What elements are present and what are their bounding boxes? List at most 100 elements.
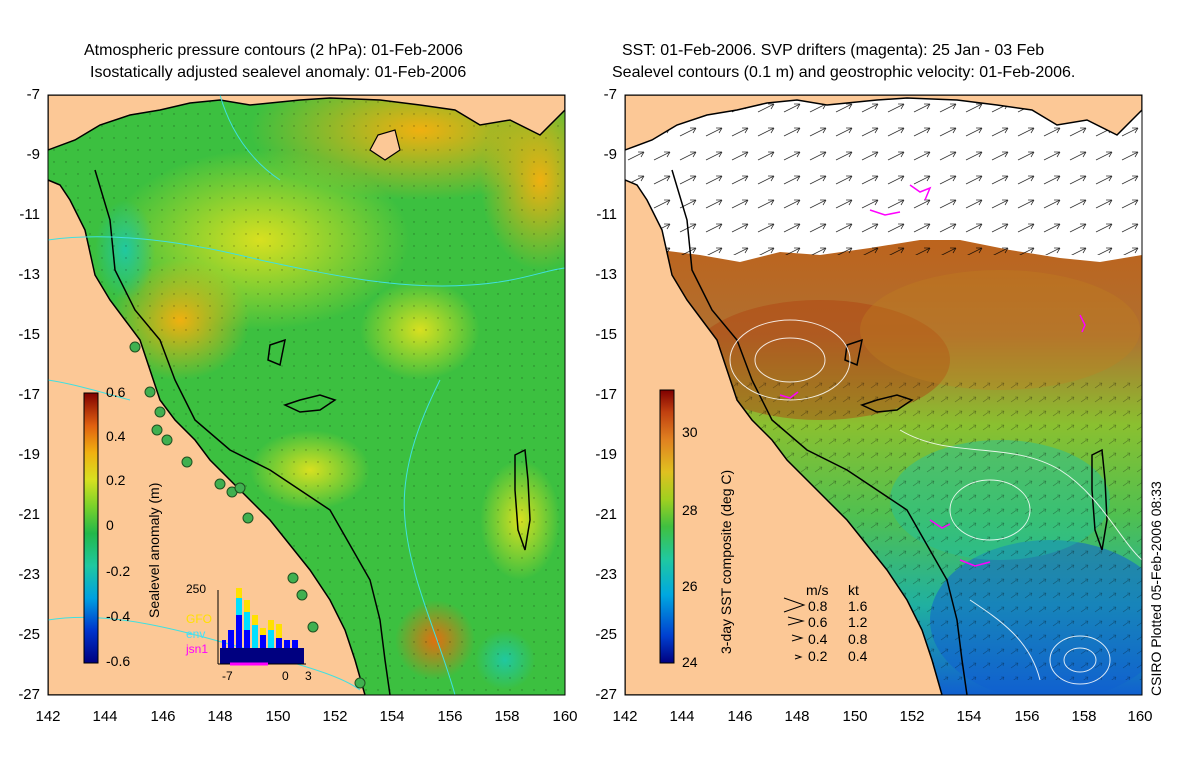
left-colorbar-tick: 0	[106, 517, 114, 533]
left-ytick: -7	[26, 86, 40, 103]
gauge-dot	[129, 341, 141, 353]
left-ytick: -23	[18, 566, 40, 583]
left-colorbar-label: Sealevel anomaly (m)	[146, 482, 162, 618]
velocity-legend-arrow	[791, 634, 804, 642]
gauge-dot	[151, 424, 163, 436]
velocity-legend-ms: 0.6	[808, 614, 828, 630]
sealevel-contour	[754, 337, 826, 383]
left-xtick: 142	[35, 708, 61, 725]
island-reef-east-right	[1091, 448, 1108, 551]
shelf-contour	[94, 169, 391, 695]
left-xtick: 144	[92, 708, 118, 725]
sealevel-contour	[969, 599, 1041, 681]
drifter-track	[1079, 314, 1086, 333]
right-map	[625, 95, 1142, 695]
hist-bar	[252, 625, 258, 648]
island-3	[369, 129, 401, 161]
right-ytick: -11	[596, 206, 617, 223]
gauge-dot	[144, 386, 156, 398]
hist-x-tick: 0	[282, 669, 289, 683]
left-xtick: 146	[150, 708, 176, 725]
left-ytick: -27	[18, 686, 40, 703]
sealevel-contour	[729, 319, 851, 401]
left-ytick: -11	[19, 206, 40, 223]
right-ytick: -27	[595, 686, 617, 703]
sealevel-contour	[899, 429, 1142, 561]
drifter-track	[959, 559, 991, 567]
hist-bar	[220, 648, 304, 664]
right-ytick: -19	[595, 446, 617, 463]
left-colorbar-tick: 0.4	[106, 428, 126, 444]
hist-bar	[244, 600, 250, 612]
pressure-contour-5	[219, 95, 281, 181]
velocity-legend-kt: 1.6	[848, 598, 868, 614]
sealevel-contours	[729, 319, 1142, 685]
island-2-right	[859, 394, 914, 413]
gauge-dot	[287, 572, 299, 584]
right-map-frame	[624, 94, 1143, 696]
hist-bar	[268, 620, 274, 630]
right-xtick: 156	[1014, 708, 1040, 725]
hist-legend-jsn1: jsn1	[186, 642, 209, 656]
left-ytick: -19	[18, 446, 40, 463]
hist-bar	[228, 630, 234, 648]
right-xtick: 152	[899, 708, 925, 725]
right-ytick: -17	[595, 386, 617, 403]
left-ytick: -9	[26, 146, 40, 163]
right-colorbar	[659, 389, 675, 664]
velocity-legend-kt: 1.2	[848, 614, 868, 630]
left-colorbar-tick: 0.6	[106, 384, 126, 400]
left-ytick: -15	[18, 326, 40, 343]
left-colorbar-tick: 0.2	[106, 472, 126, 488]
island-1-right	[844, 338, 863, 367]
velocity-legend-ms: 0.2	[808, 648, 828, 664]
left-xtick: 156	[437, 708, 463, 725]
hist-x-tick: -7	[222, 669, 233, 683]
right-xtick: 150	[842, 708, 868, 725]
island-2	[282, 394, 337, 413]
hist-bar	[236, 598, 242, 615]
hist-bar	[276, 624, 282, 638]
left-ytick: -25	[18, 626, 40, 643]
left-colorbar	[83, 392, 99, 664]
gauge-dot	[242, 512, 254, 524]
velocity-legend-ms: 0.4	[808, 631, 828, 647]
australia-land-right	[625, 179, 943, 695]
left-title-line2: Isostatically adjusted sealevel anomaly:…	[90, 64, 467, 81]
right-colorbar-tick: 30	[682, 424, 698, 440]
left-colorbar-tick: -0.4	[106, 608, 131, 624]
gauge-dot	[181, 456, 193, 468]
right-ytick: -9	[603, 146, 617, 163]
right-xtick: 148	[784, 708, 810, 725]
velocity-legend-kt: 0.4	[848, 648, 868, 664]
left-xtick: 160	[552, 708, 578, 725]
gauge-dot	[234, 482, 246, 494]
right-xtick: 158	[1071, 708, 1097, 725]
gauge-dot	[161, 434, 173, 446]
hist-bar	[252, 615, 258, 625]
left-xtick: 158	[494, 708, 520, 725]
gauge-dot	[307, 621, 319, 633]
right-xtick: 146	[727, 708, 753, 725]
left-ytick: -17	[18, 386, 40, 403]
right-ytick: -25	[595, 626, 617, 643]
right-colorbar-tick: 24	[682, 654, 698, 670]
hist-legend-env: env	[186, 627, 206, 641]
hist-bar	[260, 635, 266, 648]
hist-legend-gfo: GFO	[186, 612, 212, 626]
left-xtick: 152	[322, 708, 348, 725]
sealevel-contour	[1063, 647, 1097, 673]
hist-bar	[222, 640, 226, 648]
tide-gauges	[129, 341, 366, 689]
velocity-legend-arrows	[783, 597, 806, 660]
drifter-track	[869, 209, 901, 216]
left-map	[48, 95, 565, 695]
sst-warm-east	[860, 270, 1140, 390]
pressure-contour-1	[48, 236, 565, 287]
right-ytick: -21	[595, 506, 617, 523]
drifter-track	[929, 519, 951, 529]
new-guinea-land-right	[625, 95, 1142, 151]
right-xtick: 144	[669, 708, 695, 725]
right-title-line2: Sealevel contours (0.1 m) and geostrophi…	[612, 64, 1076, 81]
